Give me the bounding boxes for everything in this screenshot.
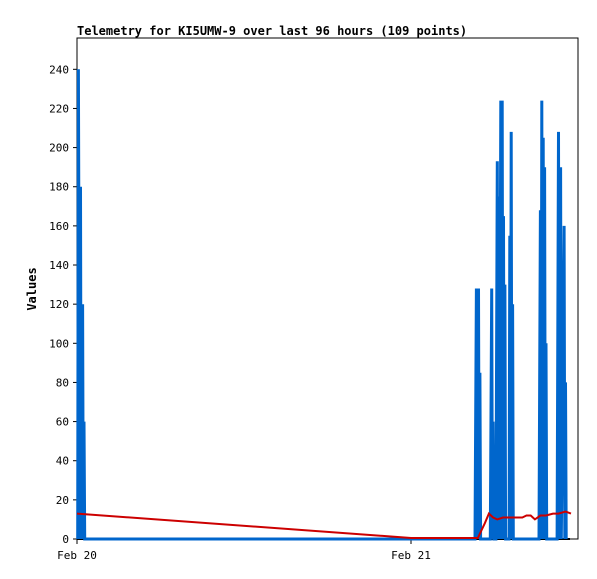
x-tick-label: Feb 21 (391, 549, 431, 562)
series-layer (76, 69, 572, 541)
x-axis: Feb 20 Feb 21 (57, 539, 431, 562)
y-tick-label: 60 (56, 416, 69, 429)
chart-title: Telemetry for KI5UMW-9 over last 96 hour… (77, 24, 467, 38)
y-axis-label: Values (25, 267, 39, 310)
y-tick-label: 160 (49, 220, 69, 233)
y-tick-label: 120 (49, 298, 69, 311)
y-tick-label: 240 (49, 63, 69, 76)
y-tick-label: 180 (49, 181, 69, 194)
y-tick-label: 200 (49, 142, 69, 155)
x-tick-label: Feb 20 (57, 549, 97, 562)
y-tick-label: 100 (49, 337, 69, 350)
series-line-blue (76, 69, 568, 541)
y-tick-label: 20 (56, 494, 69, 507)
y-tick-label: 40 (56, 455, 69, 468)
y-tick-label: 220 (49, 102, 69, 115)
series-line-red (76, 510, 572, 539)
y-tick-label: 140 (49, 259, 69, 272)
y-axis: 0 20 40 60 80 100 120 140 160 180 200 220 240 (49, 63, 77, 546)
y-tick-label: 0 (62, 533, 69, 546)
y-tick-label: 80 (56, 376, 69, 389)
